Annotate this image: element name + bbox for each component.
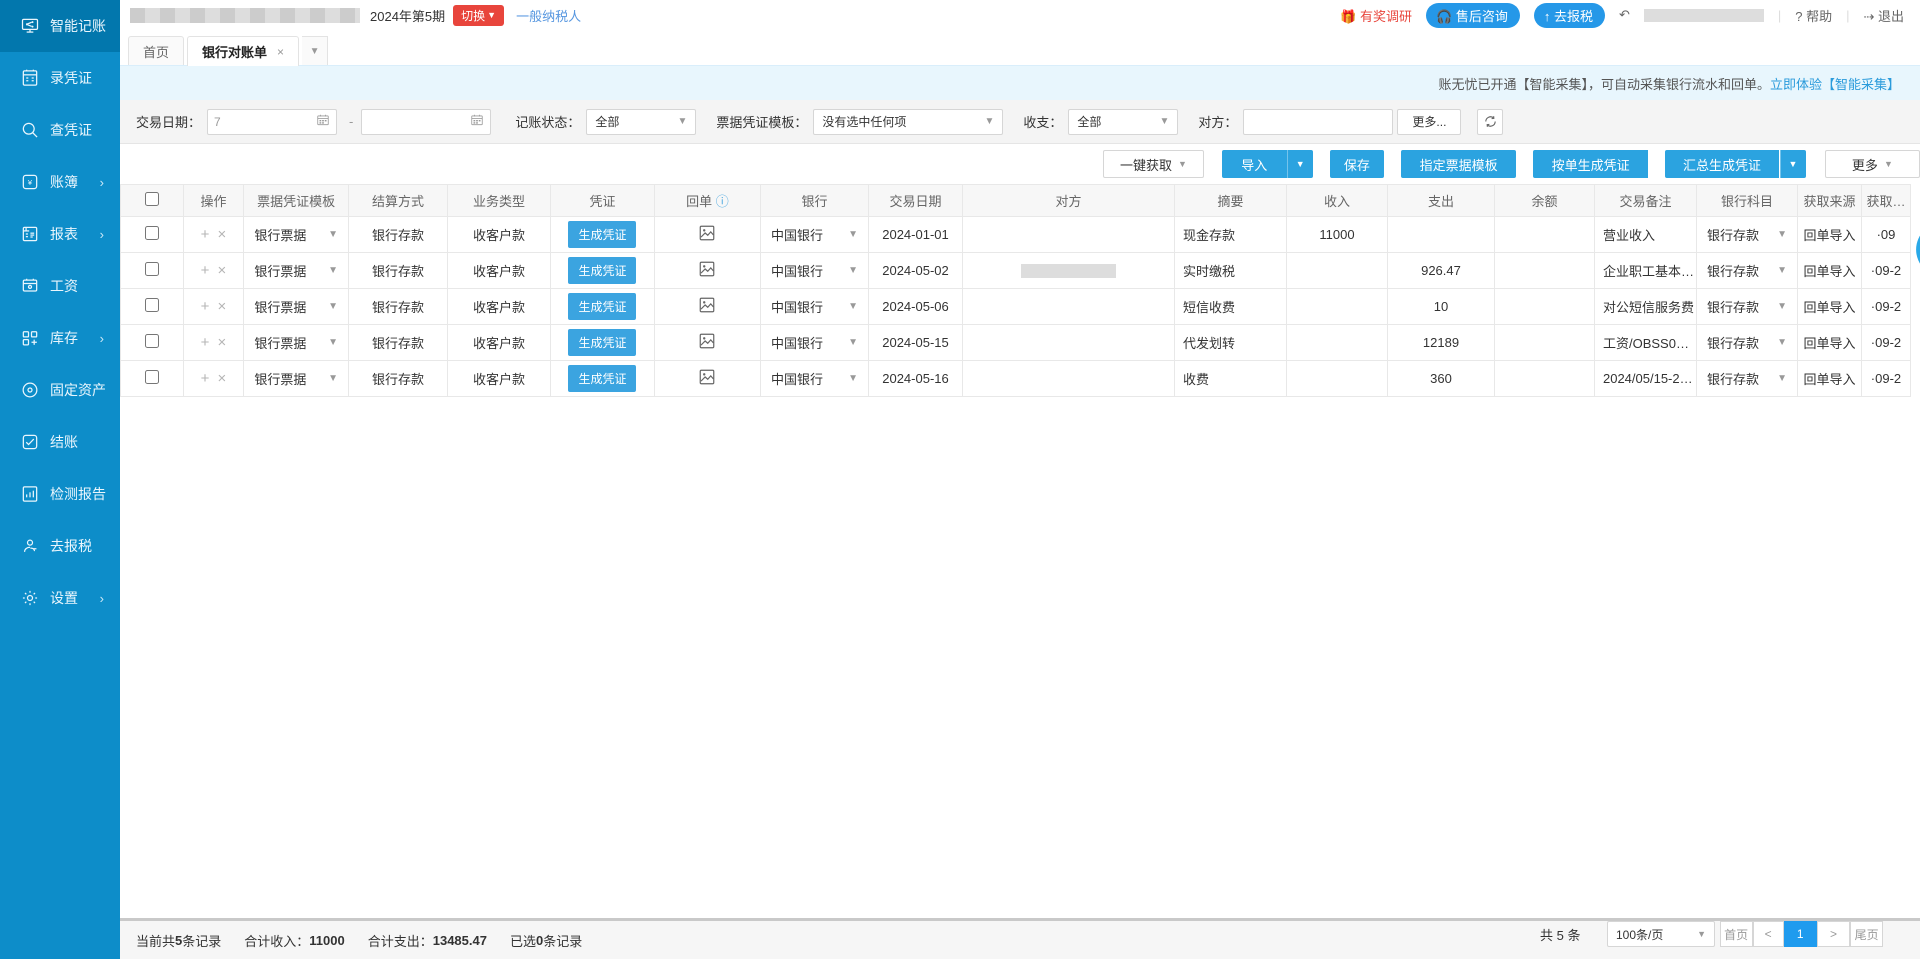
- svg-text:¥: ¥: [28, 178, 33, 187]
